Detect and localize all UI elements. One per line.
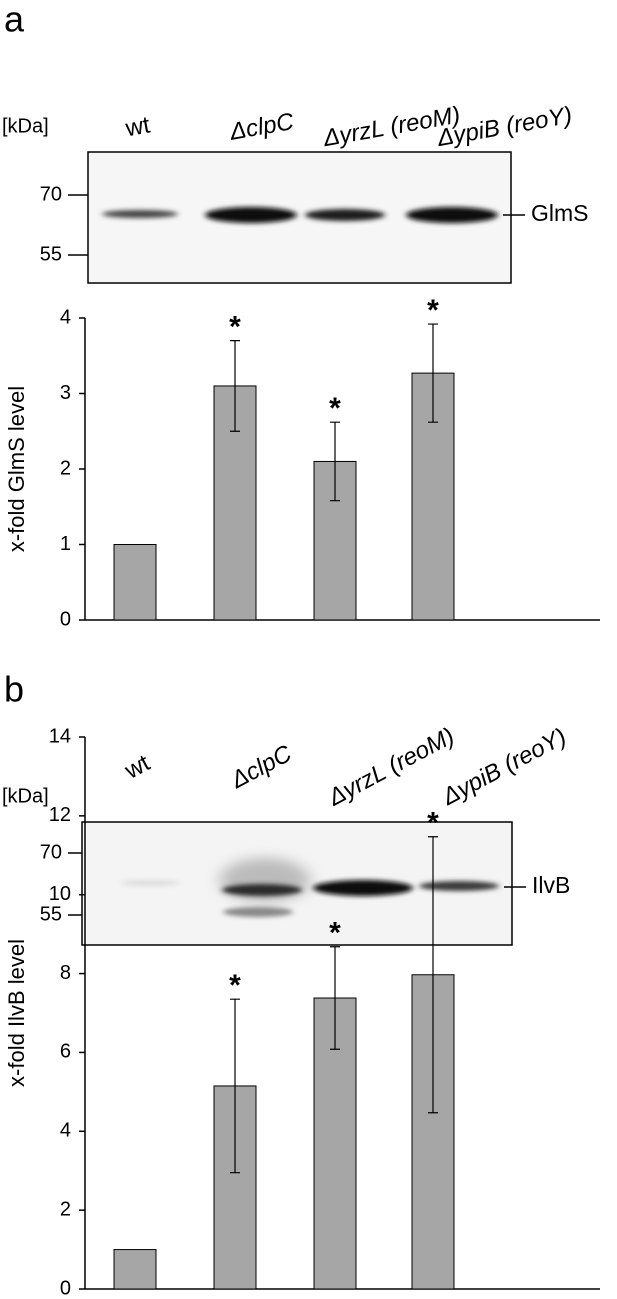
y-axis-label: x-fold GlmS level — [4, 386, 29, 552]
y-tick-label: 6 — [60, 1041, 71, 1063]
lane-label: ΔypiB (reoY) — [437, 723, 571, 811]
blot-image-b — [81, 821, 513, 946]
lane-label: wt — [123, 111, 153, 142]
y-tick-label: 14 — [49, 725, 71, 747]
marker-label: 70 — [40, 841, 62, 863]
y-tick-label: 4 — [60, 306, 71, 328]
error-bar — [330, 946, 340, 1050]
significance-star: * — [229, 311, 241, 344]
marker-label: 55 — [40, 903, 62, 925]
y-tick-label: 2 — [60, 457, 71, 479]
lane-label: wt — [120, 749, 155, 785]
significance-star: * — [229, 969, 241, 1002]
y-tick-label: 3 — [60, 382, 71, 404]
y-axis-label: x-fold IlvB level — [4, 939, 29, 1087]
y-tick-label: 0 — [60, 1277, 71, 1299]
y-tick-label: 0 — [60, 608, 71, 630]
y-tick-label: 2 — [60, 1198, 71, 1220]
significance-star: * — [427, 807, 439, 840]
protein-label: IlvB — [532, 872, 570, 898]
y-tick-label: 12 — [49, 804, 71, 826]
y-tick-label: 1 — [60, 533, 71, 555]
y-tick-label: 8 — [60, 962, 71, 984]
marker-label: 55 — [40, 243, 62, 265]
panel-label: b — [4, 669, 24, 710]
panel-label: a — [4, 0, 25, 40]
marker-label: 70 — [40, 183, 62, 205]
error-bar — [230, 998, 240, 1174]
error-bar — [330, 421, 340, 502]
lane-label: ΔclpC — [226, 740, 297, 795]
bar — [113, 544, 157, 621]
y-tick-label: 10 — [49, 883, 71, 905]
significance-star: * — [427, 294, 439, 327]
error-bar — [428, 323, 438, 423]
y-tick-label: 4 — [60, 1120, 71, 1142]
significance-star: * — [329, 917, 341, 950]
lane-label: ΔyrzL (reoM) — [323, 723, 459, 812]
blot-unit: [kDa] — [2, 115, 49, 137]
bar — [113, 1249, 157, 1290]
protein-label: GlmS — [531, 200, 589, 226]
significance-star: * — [329, 392, 341, 425]
lane-label: ΔclpC — [227, 108, 296, 146]
error-bar — [230, 340, 240, 432]
error-bar — [428, 836, 438, 1114]
blot-image-a — [87, 151, 512, 284]
blot-unit: [kDa] — [2, 785, 49, 807]
